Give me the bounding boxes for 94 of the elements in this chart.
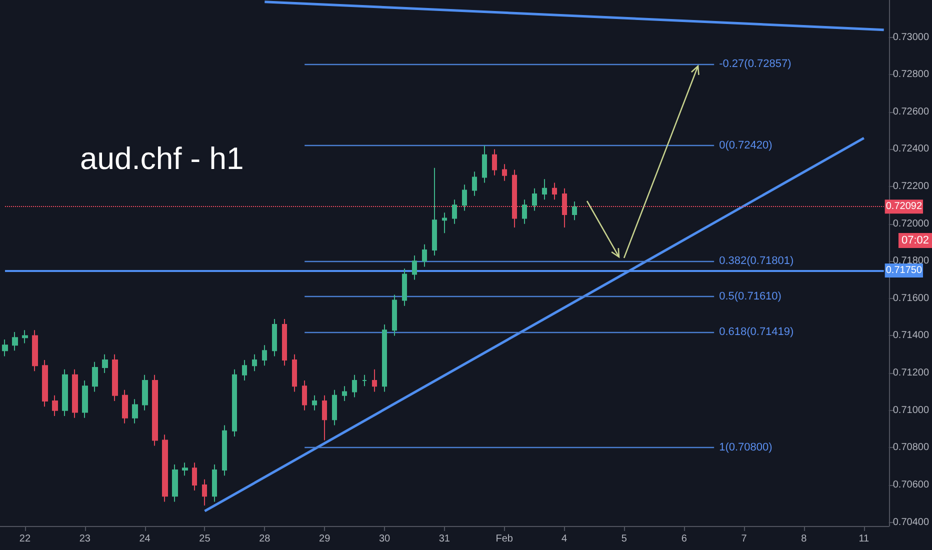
candlestick: [522, 199, 527, 224]
candlestick: [52, 394, 58, 416]
candlestick: [252, 354, 257, 372]
candlestick: [532, 188, 537, 212]
y-tick-label: 0.72200: [892, 181, 930, 192]
x-tick-label: 31: [438, 534, 450, 544]
candlestick: [282, 318, 287, 366]
candlestick: [352, 374, 357, 398]
ref-line-label: 0(0.72420): [719, 139, 772, 152]
x-tick-label: 25: [199, 534, 211, 544]
candlestick: [22, 330, 28, 344]
candlestick: [222, 424, 227, 476]
candlestick: [332, 389, 337, 426]
candlestick: [32, 330, 38, 372]
y-tick-label: 0.71000: [892, 404, 930, 416]
ref-line-label: 0.382(0.71801): [719, 254, 794, 267]
candlestick: [302, 380, 307, 411]
x-tick-label: Feb: [496, 534, 514, 544]
candlestick: [312, 394, 317, 411]
candlestick: [442, 212, 447, 234]
candlestick: [272, 318, 277, 357]
y-tick-label: 0.72600: [892, 106, 930, 118]
candlestick: [552, 182, 557, 200]
x-tick-label: 28: [259, 534, 271, 544]
candlestick: [142, 374, 148, 411]
candlestick: [492, 148, 497, 176]
candlestick: [42, 359, 48, 408]
x-tick-label: 7: [741, 534, 748, 544]
candlestick: [162, 434, 168, 502]
candlestick: [72, 368, 78, 418]
ref-line-label: 1(0.70800): [719, 442, 772, 454]
candlestick: [112, 354, 118, 402]
x-tick-label: 23: [79, 534, 91, 544]
candlestick: [342, 386, 347, 402]
ref-line-label: 0.72092: [886, 201, 922, 212]
candlestick: [122, 389, 128, 424]
candlestick: [292, 354, 297, 392]
y-tick-label: 0.71400: [892, 330, 930, 342]
candlestick: [542, 178, 547, 200]
candlestick: [2, 338, 8, 357]
candlestick: [572, 200, 577, 221]
x-tick-label: 8: [801, 534, 808, 544]
candlestick: [12, 332, 18, 352]
y-tick-label: 0.70400: [892, 516, 930, 528]
candlestick: [422, 244, 427, 268]
x-tick-label: 30: [378, 534, 391, 544]
text: 07:02: [901, 234, 930, 246]
y-tick-label: 0.71200: [892, 368, 930, 379]
x-tick-label: 24: [139, 534, 151, 544]
x-tick-label: 4: [561, 534, 568, 544]
candlestick: [62, 368, 68, 416]
x-tick-label: 6: [681, 534, 688, 544]
candlestick: [402, 268, 407, 306]
x-tick-label: 11: [858, 534, 870, 544]
candlestick: [262, 344, 267, 366]
candlestick: [392, 294, 397, 336]
text: aud.chf - h1: [80, 141, 244, 176]
candlestick: [152, 374, 158, 446]
y-tick-label: 0.70600: [892, 479, 930, 490]
candlestick: [482, 144, 487, 184]
y-tick-label: 0.72800: [892, 69, 930, 80]
ref-line-label: 0.5(0.71610): [719, 290, 782, 303]
y-tick-label: 0.71600: [892, 292, 930, 304]
candlestick: [212, 464, 217, 502]
candlestick: [242, 359, 247, 382]
candlestick: [432, 167, 437, 256]
candlestick: [182, 462, 188, 476]
candlestick: [172, 464, 178, 502]
x-tick-label: 5: [621, 534, 628, 544]
candlestick: [232, 368, 237, 437]
x-tick-label: 22: [19, 534, 31, 544]
ref-line-label: 0.71750: [886, 264, 922, 276]
candlestick: [192, 462, 197, 492]
candlestick: [372, 368, 377, 392]
candlestick: [362, 374, 367, 387]
y-tick-label: 0.72000: [892, 218, 930, 230]
candlestick: [452, 199, 457, 224]
candlestick: [472, 171, 477, 196]
candlestick: [462, 184, 467, 212]
candlestick: [202, 478, 207, 506]
candlestick: [322, 394, 327, 441]
candlestick: [102, 354, 108, 374]
candlestick: [132, 398, 138, 424]
candlestick: [382, 324, 387, 392]
ref-line-label: 0.618(0.71419): [719, 326, 794, 338]
y-tick-label: 0.70800: [892, 442, 930, 454]
candlestick: [82, 380, 88, 418]
candlestick: [412, 255, 417, 280]
x-tick-label: 29: [319, 534, 331, 544]
ref-line-label: -0.27(0.72857): [719, 58, 792, 70]
y-tick-label: 0.72400: [892, 144, 930, 155]
candlestick: [92, 361, 98, 392]
candlestick: [502, 164, 507, 182]
y-tick-label: 0.73000: [892, 32, 930, 43]
